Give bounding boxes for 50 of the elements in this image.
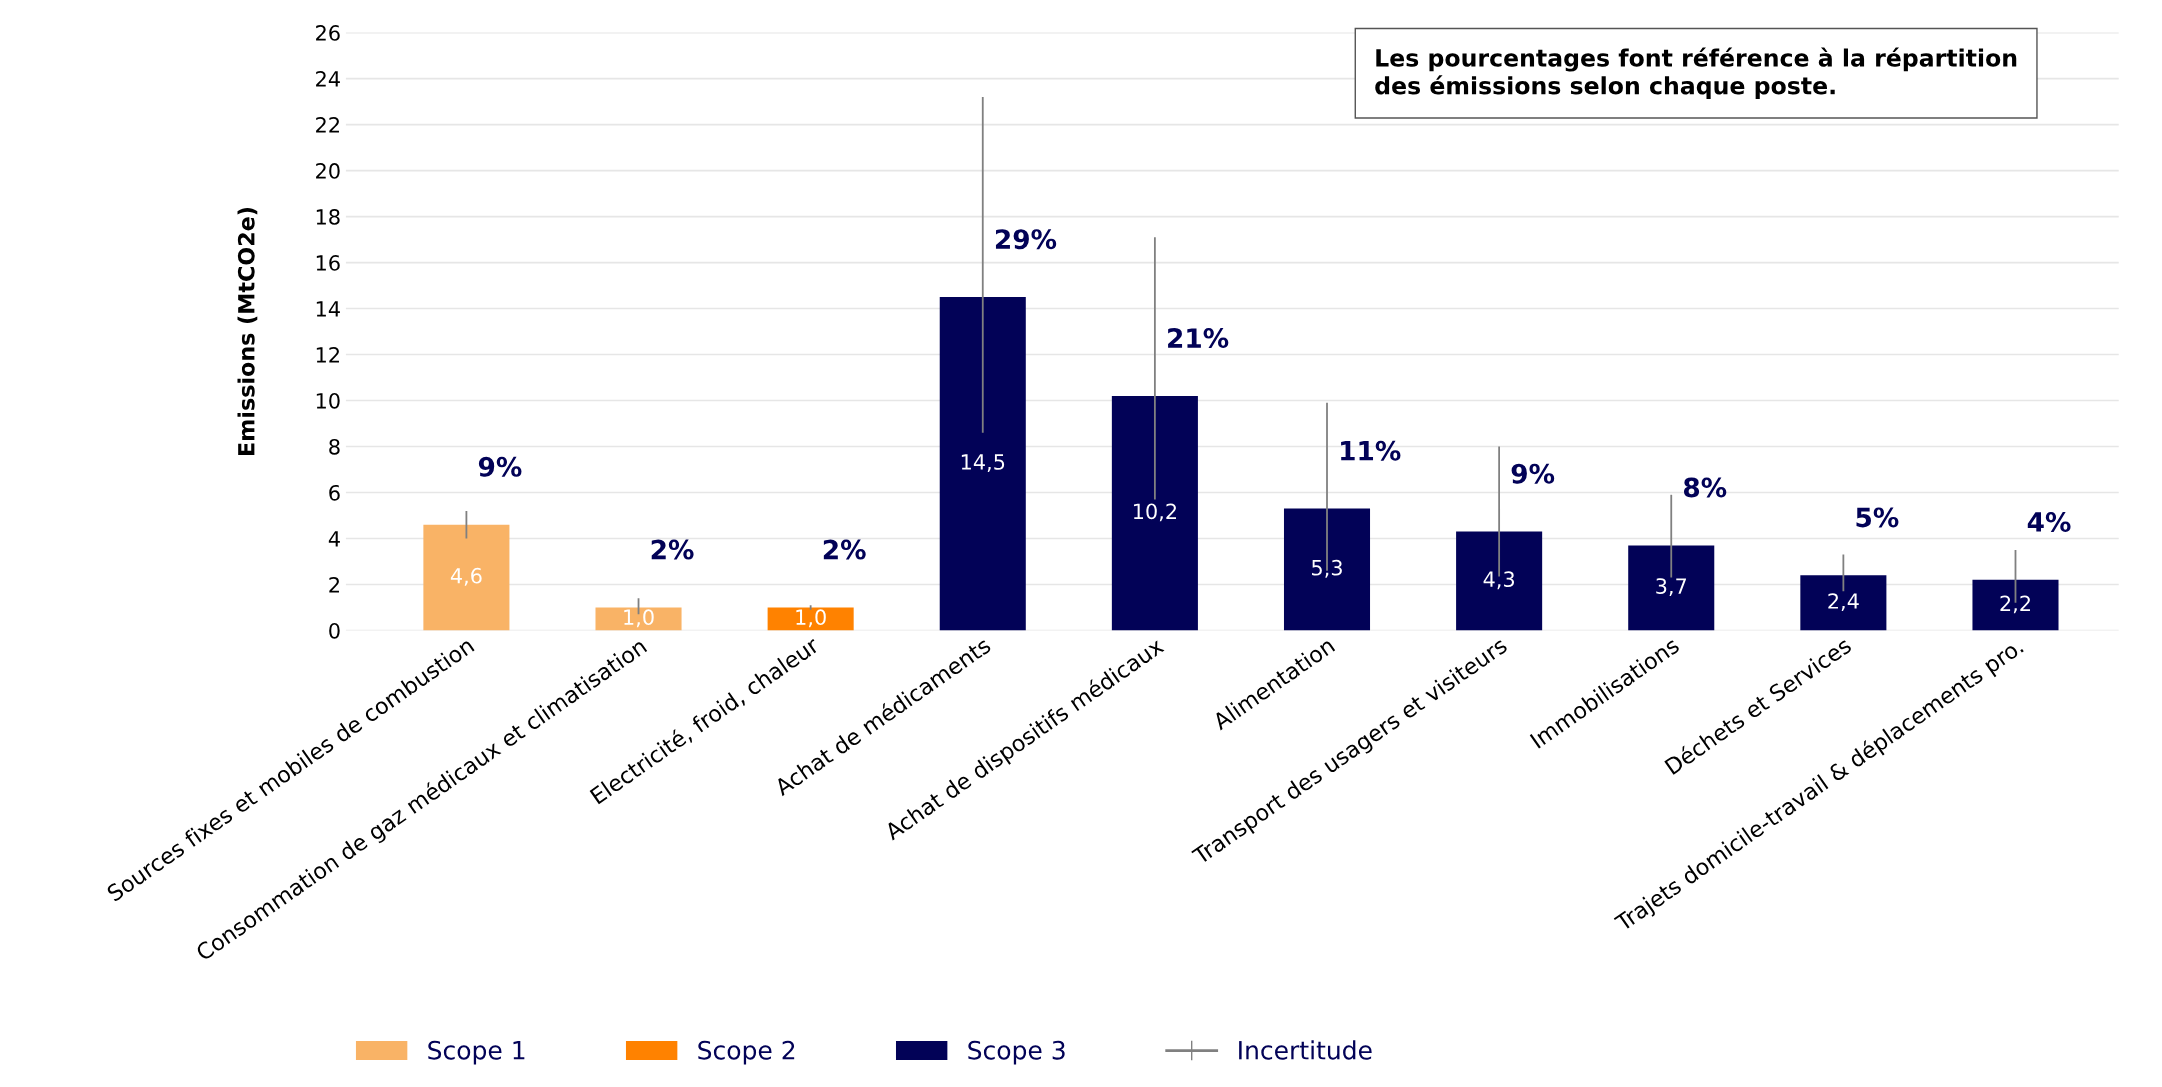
y-tick-label: 20 xyxy=(316,163,340,179)
data-label: 2,2 xyxy=(2000,595,2030,614)
y-tick-label: 8 xyxy=(329,438,340,455)
bar xyxy=(767,607,854,631)
y-tick-label: 4 xyxy=(328,531,340,547)
y-tick-label: 18 xyxy=(316,209,340,225)
annotation: 4% xyxy=(2027,512,2071,532)
data-label: 14,5 xyxy=(961,454,1005,472)
data-label: 1,0 xyxy=(796,609,826,628)
annotation: 9% xyxy=(478,456,522,477)
annotation: 9% xyxy=(1511,463,1555,484)
bar xyxy=(1972,579,2059,631)
y-tick-label: 10 xyxy=(316,392,340,409)
data-label: 5,3 xyxy=(1312,559,1342,578)
bar xyxy=(1628,545,1715,631)
y-tick-label: 16 xyxy=(316,255,340,271)
text: Incertitude xyxy=(1239,1040,1372,1060)
bar xyxy=(595,607,682,631)
y-tick-label: 22 xyxy=(316,117,339,133)
annotation: 2% xyxy=(823,539,866,560)
annotation: 2% xyxy=(651,539,694,560)
data-label: 3,7 xyxy=(1656,578,1687,597)
y-tick-label: 12 xyxy=(316,346,339,363)
bar xyxy=(423,524,510,631)
bar xyxy=(939,297,1026,631)
annotation: 5% xyxy=(1856,507,1899,528)
data-label: 4,3 xyxy=(1483,571,1515,590)
bar xyxy=(1283,508,1371,631)
y-tick-label: 26 xyxy=(316,25,340,41)
data-label: 1,0 xyxy=(624,609,654,628)
data-label: 10,2 xyxy=(1133,503,1176,522)
y-tick-label: 24 xyxy=(316,71,340,87)
legend-label: Scope 2 xyxy=(698,1040,795,1065)
y-tick-label: 6 xyxy=(329,484,340,501)
annotation: 21% xyxy=(1168,328,1229,349)
y-axis-title: Emissions (MtCO2e) xyxy=(237,208,258,455)
data-label: 2,4 xyxy=(1828,593,1859,612)
y-tick-label: 14 xyxy=(316,301,340,317)
y-tick-label: 2 xyxy=(329,576,339,593)
bar xyxy=(1111,395,1198,631)
bar xyxy=(1800,575,1887,631)
annotation: 29% xyxy=(995,229,1057,250)
annotation: 11% xyxy=(1341,440,1401,461)
legend-label: Scope 1 xyxy=(428,1040,525,1065)
data-label: 4,6 xyxy=(450,567,482,586)
annotation: Les pourcentages font référence à la répartition des émissions selon chaque poste. xyxy=(1375,47,2017,100)
annotation: 8% xyxy=(1683,477,1727,498)
y-tick-label: 0 xyxy=(329,622,340,639)
bar xyxy=(1456,531,1543,631)
legend-label: Scope 3 xyxy=(968,1040,1065,1065)
